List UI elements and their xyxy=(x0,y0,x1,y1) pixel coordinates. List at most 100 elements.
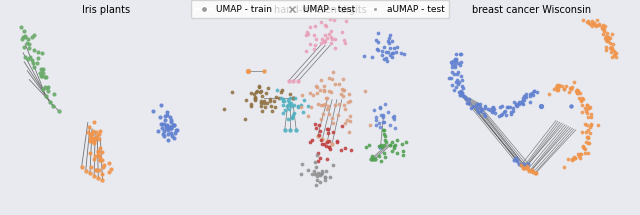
Point xyxy=(40,75,50,78)
Point xyxy=(511,156,521,160)
Point xyxy=(378,120,388,124)
Point xyxy=(330,82,340,86)
Point xyxy=(343,100,353,104)
Point xyxy=(379,129,389,132)
Point xyxy=(309,169,319,172)
Point xyxy=(383,37,394,40)
Point xyxy=(568,157,579,161)
Point xyxy=(570,157,580,160)
Point xyxy=(385,123,396,126)
Point xyxy=(255,91,265,94)
Point xyxy=(288,79,298,83)
Point xyxy=(260,105,271,109)
Point xyxy=(337,30,348,34)
Point xyxy=(601,39,611,42)
Point xyxy=(303,168,313,172)
Point xyxy=(588,21,598,25)
Point xyxy=(157,127,167,130)
Point xyxy=(450,60,460,63)
Point xyxy=(337,124,347,128)
Point xyxy=(607,47,617,50)
Point xyxy=(554,84,564,88)
Point xyxy=(42,86,52,89)
Point xyxy=(311,165,321,169)
Legend: UMAP - train, UMAP - test, aUMAP - test: UMAP - train, UMAP - test, aUMAP - test xyxy=(191,0,449,18)
Point xyxy=(287,105,297,108)
Point xyxy=(527,92,537,95)
Point xyxy=(76,165,86,169)
Point xyxy=(499,110,509,113)
Point xyxy=(595,22,605,25)
Point xyxy=(24,55,35,58)
Point xyxy=(336,92,346,96)
Point xyxy=(554,83,564,86)
Point xyxy=(33,56,44,59)
Point xyxy=(255,104,266,108)
Point xyxy=(599,29,609,33)
Point xyxy=(89,142,99,145)
Point xyxy=(267,109,277,113)
Point xyxy=(577,111,587,114)
Point xyxy=(586,115,596,119)
Point xyxy=(330,104,340,107)
Point xyxy=(520,95,530,98)
Point xyxy=(320,23,330,26)
Point xyxy=(279,100,289,103)
Point xyxy=(476,109,486,112)
Point xyxy=(456,74,466,77)
Point xyxy=(605,50,616,54)
Point xyxy=(548,88,559,91)
Point xyxy=(586,23,596,26)
Point xyxy=(310,173,320,176)
Point xyxy=(316,170,326,173)
Point xyxy=(36,68,46,71)
Point xyxy=(286,102,296,105)
Point xyxy=(91,168,101,172)
Point xyxy=(305,25,316,28)
Title: Iris plants: Iris plants xyxy=(81,5,130,15)
Point xyxy=(390,143,400,147)
Point xyxy=(322,140,332,143)
Point xyxy=(277,88,287,91)
Point xyxy=(334,82,344,86)
Point xyxy=(456,90,466,93)
Point xyxy=(20,35,31,38)
Point xyxy=(328,130,339,134)
Point xyxy=(589,22,599,26)
Point xyxy=(505,105,515,108)
Point xyxy=(162,123,172,126)
Point xyxy=(609,53,619,57)
Point xyxy=(345,119,355,122)
Point xyxy=(479,112,490,116)
Point xyxy=(585,131,595,135)
Point xyxy=(525,169,536,173)
Point xyxy=(90,136,100,140)
Point xyxy=(284,79,294,83)
Point xyxy=(381,50,391,54)
Point xyxy=(48,105,58,108)
Point xyxy=(390,126,400,129)
Point xyxy=(287,115,297,119)
Point xyxy=(477,107,487,110)
Point xyxy=(97,150,108,153)
Point xyxy=(383,40,393,43)
Point xyxy=(600,36,611,39)
Point xyxy=(466,106,476,110)
Point xyxy=(559,87,569,91)
Point xyxy=(284,101,294,104)
Point xyxy=(488,110,499,113)
Point xyxy=(490,111,500,115)
Point xyxy=(340,146,351,149)
Point xyxy=(84,132,95,136)
Point xyxy=(278,100,288,103)
Point xyxy=(85,152,95,155)
Point xyxy=(582,151,593,155)
Point xyxy=(570,156,580,160)
Point xyxy=(156,104,166,107)
Point xyxy=(315,180,325,184)
Point xyxy=(387,149,397,152)
Point xyxy=(392,138,402,142)
Point xyxy=(456,89,466,92)
Point xyxy=(312,153,322,157)
Point xyxy=(301,50,311,53)
